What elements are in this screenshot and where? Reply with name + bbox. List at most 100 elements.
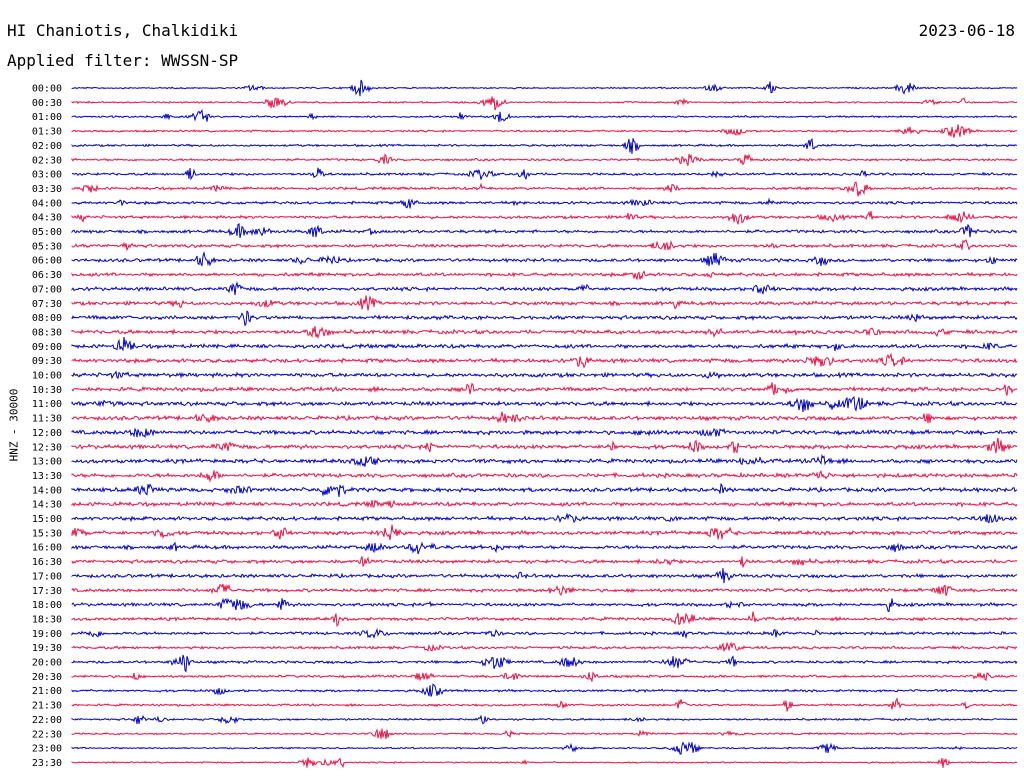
trace-line bbox=[71, 223, 1018, 239]
tick-label: 00:00 bbox=[32, 84, 62, 95]
tick-label: 02:00 bbox=[32, 141, 62, 152]
trace-line bbox=[71, 337, 1018, 352]
tick-label: 20:00 bbox=[32, 658, 62, 669]
trace-line bbox=[71, 250, 1018, 267]
trace-line bbox=[71, 109, 1018, 123]
trace-line bbox=[71, 197, 1018, 209]
trace-line bbox=[71, 181, 1018, 197]
tick-label: 01:00 bbox=[32, 112, 62, 123]
tick-label: 08:00 bbox=[32, 313, 62, 324]
tick-label: 19:30 bbox=[32, 643, 62, 654]
trace-line bbox=[71, 427, 1018, 438]
trace-line bbox=[71, 654, 1018, 673]
trace-line bbox=[71, 470, 1018, 483]
trace-line bbox=[71, 597, 1018, 613]
trace-line bbox=[71, 352, 1018, 369]
trace-line bbox=[71, 453, 1018, 467]
tick-label: 16:00 bbox=[32, 543, 62, 554]
trace-line bbox=[71, 641, 1018, 652]
trace-line bbox=[71, 167, 1018, 181]
tick-label: 21:00 bbox=[32, 686, 62, 697]
trace-line bbox=[71, 757, 1018, 769]
tick-label: 22:30 bbox=[32, 729, 62, 740]
trace-line bbox=[71, 310, 1018, 327]
tick-label: 09:00 bbox=[32, 342, 62, 353]
tick-label: 22:00 bbox=[32, 715, 62, 726]
trace-line bbox=[71, 524, 1018, 541]
tick-label: 16:30 bbox=[32, 557, 62, 568]
filter-label: Applied filter: WWSSN-SP bbox=[7, 51, 239, 70]
trace-line bbox=[71, 556, 1018, 568]
tick-label: 03:00 bbox=[32, 170, 62, 181]
trace-line bbox=[71, 741, 1018, 755]
tick-label: 05:30 bbox=[32, 241, 62, 252]
tick-label: 18:30 bbox=[32, 614, 62, 625]
trace-line bbox=[71, 210, 1018, 225]
tick-label: 03:30 bbox=[32, 184, 62, 195]
tick-label: 05:00 bbox=[32, 227, 62, 238]
tick-label: 17:00 bbox=[32, 571, 62, 582]
tick-label: 10:30 bbox=[32, 385, 62, 396]
trace-line bbox=[71, 728, 1018, 740]
trace-group bbox=[71, 79, 1018, 769]
tick-label: 06:00 bbox=[32, 256, 62, 267]
trace-line bbox=[71, 568, 1018, 584]
tick-label: 23:30 bbox=[32, 758, 62, 769]
tick-label: 15:00 bbox=[32, 514, 62, 525]
tick-label: 04:30 bbox=[32, 213, 62, 224]
trace-line bbox=[71, 499, 1018, 509]
tick-label: 23:00 bbox=[32, 744, 62, 755]
tick-label: 21:30 bbox=[32, 701, 62, 712]
trace-line bbox=[71, 611, 1018, 628]
date-label: 2023-06-18 bbox=[918, 21, 1015, 40]
trace-line bbox=[71, 239, 1017, 252]
trace-line bbox=[71, 697, 1018, 712]
tick-label: 14:30 bbox=[32, 500, 62, 511]
tick-label: 20:30 bbox=[32, 672, 62, 683]
tick-label: 13:30 bbox=[32, 471, 62, 482]
trace-line bbox=[71, 411, 1018, 424]
trace-line bbox=[71, 96, 1018, 111]
trace-line bbox=[71, 583, 1018, 597]
trace-line bbox=[71, 79, 1018, 97]
tick-label: 14:00 bbox=[32, 485, 62, 496]
tick-label: 12:30 bbox=[32, 442, 62, 453]
tick-label: 07:00 bbox=[32, 284, 62, 295]
trace-line bbox=[71, 370, 1018, 380]
trace-line bbox=[71, 671, 1018, 682]
tick-label: 06:30 bbox=[32, 270, 62, 281]
trace-line bbox=[71, 714, 1018, 725]
tick-label: 13:00 bbox=[32, 457, 62, 468]
trace-line bbox=[71, 294, 1018, 311]
tick-label: 07:30 bbox=[32, 299, 62, 310]
tick-label: 17:30 bbox=[32, 586, 62, 597]
station-title: HI Chaniotis, Chalkidiki bbox=[7, 21, 239, 40]
tick-label: 12:00 bbox=[32, 428, 62, 439]
trace-line bbox=[71, 437, 1018, 454]
tick-label: 11:00 bbox=[32, 399, 62, 410]
trace-line bbox=[71, 512, 1018, 524]
tick-label: 15:30 bbox=[32, 528, 62, 539]
tick-label: 02:30 bbox=[32, 155, 62, 166]
tick-label-group: 00:00 00:30 01:00 01:30 02:00 02:30 03:00 03:30… bbox=[32, 84, 62, 769]
trace-line bbox=[71, 541, 1018, 555]
tick-label: 08:30 bbox=[32, 327, 62, 338]
trace-line bbox=[71, 281, 1018, 296]
tick-label: 00:30 bbox=[32, 98, 62, 109]
trace-line bbox=[71, 627, 1018, 639]
trace-line bbox=[71, 396, 1018, 413]
trace-line bbox=[71, 153, 1018, 166]
tick-label: 04:00 bbox=[32, 198, 62, 209]
tick-label: 10:00 bbox=[32, 371, 62, 382]
tick-label: 09:30 bbox=[32, 356, 62, 367]
trace-line bbox=[71, 382, 1018, 396]
trace-line bbox=[71, 124, 1018, 138]
trace-line bbox=[71, 270, 1018, 281]
trace-line bbox=[71, 683, 1018, 697]
trace-line bbox=[71, 326, 1018, 340]
tick-label: 18:00 bbox=[32, 600, 62, 611]
trace-line bbox=[71, 483, 1018, 497]
trace-line bbox=[71, 138, 1018, 154]
tick-label: 01:30 bbox=[32, 127, 62, 138]
